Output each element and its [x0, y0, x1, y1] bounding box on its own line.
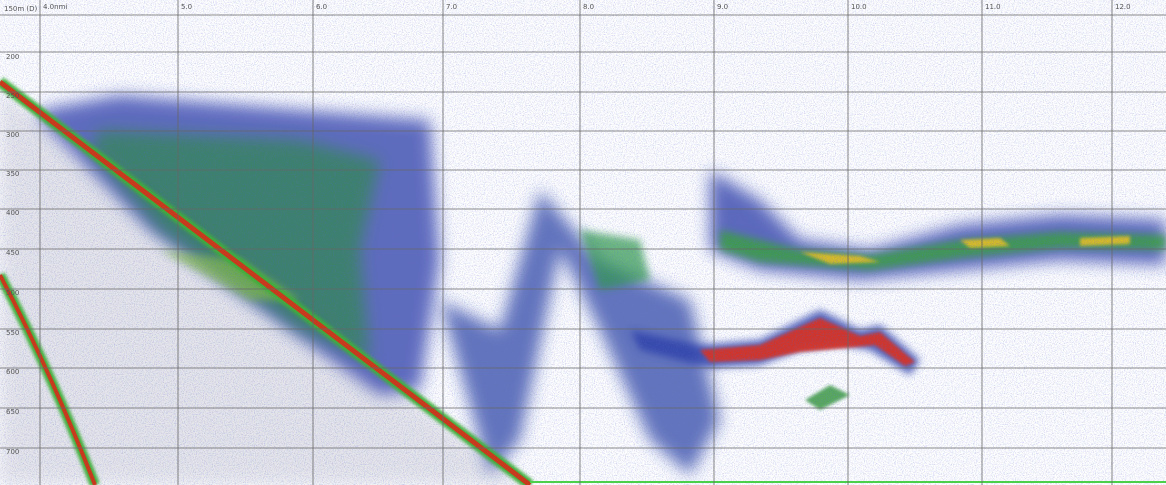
- distance-label: 4.0nmi: [43, 3, 67, 11]
- depth-label: 250: [6, 92, 19, 100]
- depth-label: 500: [6, 289, 19, 297]
- depth-label: 300: [6, 131, 19, 139]
- distance-label: 11.0: [985, 3, 1001, 11]
- distance-label: 5.0: [181, 3, 192, 11]
- depth-label: 600: [6, 368, 19, 376]
- depth-label: 200: [6, 53, 19, 61]
- depth-label: 550: [6, 329, 19, 337]
- second-echo: [0, 274, 97, 485]
- depth-label: 450: [6, 249, 19, 257]
- depth-label: 650: [6, 408, 19, 416]
- distance-label: 10.0: [851, 3, 867, 11]
- range-label: 150m (D): [4, 5, 38, 13]
- depth-label: 350: [6, 170, 19, 178]
- distance-label: 9.0: [717, 3, 728, 11]
- distance-label: 7.0: [446, 3, 457, 11]
- distance-label: 12.0: [1115, 3, 1131, 11]
- distance-label: 6.0: [316, 3, 327, 11]
- distance-label: 8.0: [583, 3, 594, 11]
- depth-label: 400: [6, 209, 19, 217]
- depth-label: 700: [6, 448, 19, 456]
- seabed: [0, 80, 532, 485]
- labels: 150m (D) 4.0nmi 5.0 6.0 7.0 8.0 9.0 10.0…: [4, 3, 1131, 456]
